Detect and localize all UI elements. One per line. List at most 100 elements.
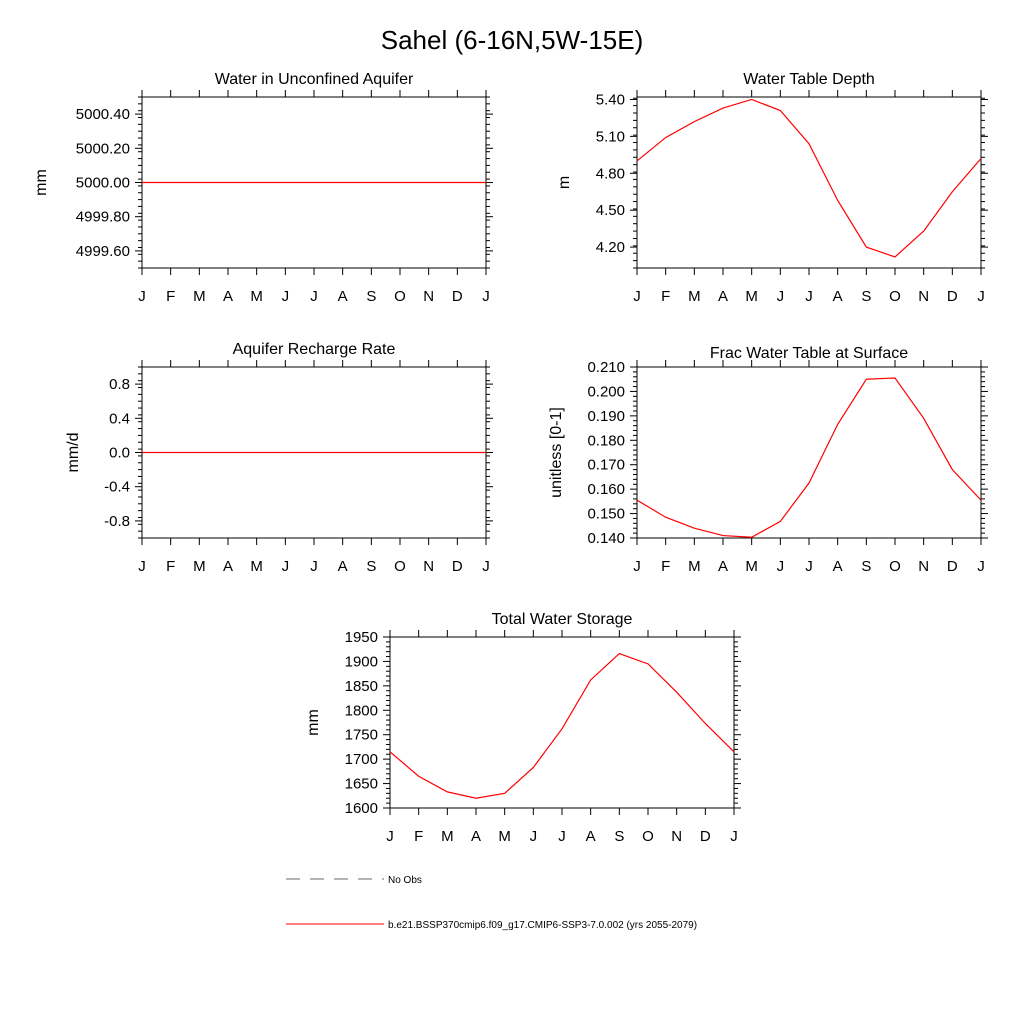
chart-panel: Frac Water Table at Surface unitless [0-1…: [548, 345, 988, 575]
x-tick-label: S: [861, 558, 871, 575]
x-tick-label: O: [394, 558, 406, 575]
x-tick-label: A: [471, 828, 481, 845]
x-tick-label: F: [414, 828, 423, 845]
y-tick-label: 0.210: [587, 359, 625, 376]
y-tick-label: 0.8: [109, 376, 130, 393]
x-tick-label: J: [138, 288, 146, 305]
x-tick-label: M: [250, 288, 263, 305]
x-tick-label: J: [777, 558, 785, 575]
legend-obs-label: No Obs: [388, 875, 422, 886]
chart-title: Water Table Depth: [743, 71, 875, 88]
x-tick-label: J: [777, 288, 785, 305]
y-tick-label: 1800: [345, 702, 378, 719]
x-tick-label: O: [889, 288, 901, 305]
x-tick-label: A: [586, 828, 596, 845]
x-tick-label: J: [530, 828, 538, 845]
x-tick-label: J: [558, 828, 566, 845]
series-line-model: [389, 652, 735, 799]
x-tick-label: N: [918, 288, 929, 305]
x-tick-label: N: [423, 558, 434, 575]
x-tick-label: J: [482, 558, 490, 575]
x-tick-label: S: [861, 288, 871, 305]
x-tick-label: J: [730, 828, 738, 845]
chart-title: Frac Water Table at Surface: [710, 345, 908, 362]
legend-model-label: b.e21.BSSP370cmip6.f09_g17.CMIP6-SSP3-7.…: [388, 920, 697, 931]
x-tick-label: N: [423, 288, 434, 305]
x-tick-label: J: [138, 558, 146, 575]
y-tick-label: 0.4: [109, 410, 130, 427]
x-tick-label: J: [310, 288, 318, 305]
x-tick-label: M: [745, 558, 758, 575]
x-tick-label: N: [671, 828, 682, 845]
y-tick-label: 4.50: [596, 202, 625, 219]
y-tick-label: 0.150: [587, 506, 625, 523]
x-tick-label: O: [642, 828, 654, 845]
x-tick-label: F: [661, 288, 670, 305]
y-axis-label: mm: [33, 169, 50, 196]
y-tick-label: 5000.20: [76, 140, 130, 157]
x-tick-label: O: [889, 558, 901, 575]
x-tick-label: J: [805, 558, 813, 575]
y-tick-label: 0.190: [587, 408, 625, 425]
x-tick-label: D: [452, 558, 463, 575]
y-tick-label: 5.10: [596, 128, 625, 145]
figure-title: Sahel (6-16N,5W-15E): [381, 25, 644, 55]
x-tick-label: A: [338, 558, 348, 575]
y-tick-label: 4.80: [596, 165, 625, 182]
y-axis-label: unitless [0-1]: [548, 407, 565, 498]
x-tick-label: J: [386, 828, 394, 845]
x-tick-label: M: [441, 828, 454, 845]
x-tick-label: A: [223, 558, 233, 575]
y-axis-label: m: [556, 176, 573, 189]
x-tick-label: J: [282, 558, 290, 575]
y-tick-label: 1950: [345, 629, 378, 646]
y-tick-label: 0.160: [587, 481, 625, 498]
x-tick-label: F: [166, 558, 175, 575]
x-tick-label: S: [366, 558, 376, 575]
x-tick-label: M: [193, 558, 206, 575]
y-tick-label: 0.200: [587, 383, 625, 400]
y-tick-label: -0.8: [104, 513, 130, 530]
y-tick-label: 1700: [345, 751, 378, 768]
chart-title: Water in Unconfined Aquifer: [215, 71, 414, 88]
plot-frame: [389, 636, 735, 809]
legend: No Obs b.e21.BSSP370cmip6.f09_g17.CMIP6-…: [286, 875, 697, 931]
x-tick-label: N: [918, 558, 929, 575]
x-tick-label: M: [688, 288, 701, 305]
x-tick-label: A: [718, 558, 728, 575]
x-tick-label: M: [250, 558, 263, 575]
x-tick-label: J: [977, 288, 985, 305]
x-tick-label: A: [833, 558, 843, 575]
y-tick-label: 1750: [345, 727, 378, 744]
x-tick-label: M: [193, 288, 206, 305]
y-tick-label: 1900: [345, 653, 378, 670]
x-tick-label: D: [947, 288, 958, 305]
x-tick-label: A: [718, 288, 728, 305]
y-tick-label: 4999.80: [76, 209, 130, 226]
series-line-model: [636, 377, 982, 538]
x-tick-label: A: [338, 288, 348, 305]
x-tick-label: D: [700, 828, 711, 845]
y-tick-label: 1650: [345, 776, 378, 793]
x-tick-label: A: [223, 288, 233, 305]
x-tick-label: O: [394, 288, 406, 305]
y-tick-label: 0.180: [587, 432, 625, 449]
plot-frame: [636, 96, 982, 269]
y-tick-label: 4.20: [596, 239, 625, 256]
y-tick-label: 1850: [345, 678, 378, 695]
x-tick-label: J: [310, 558, 318, 575]
y-tick-label: 4999.60: [76, 243, 130, 260]
y-tick-label: 0.170: [587, 457, 625, 474]
y-axis-label: mm/d: [65, 433, 82, 473]
chart-title: Aquifer Recharge Rate: [233, 341, 396, 358]
x-tick-label: J: [633, 558, 641, 575]
x-tick-label: J: [482, 288, 490, 305]
x-tick-label: J: [282, 288, 290, 305]
y-tick-label: 5000.00: [76, 175, 130, 192]
x-tick-label: J: [977, 558, 985, 575]
x-tick-label: F: [166, 288, 175, 305]
